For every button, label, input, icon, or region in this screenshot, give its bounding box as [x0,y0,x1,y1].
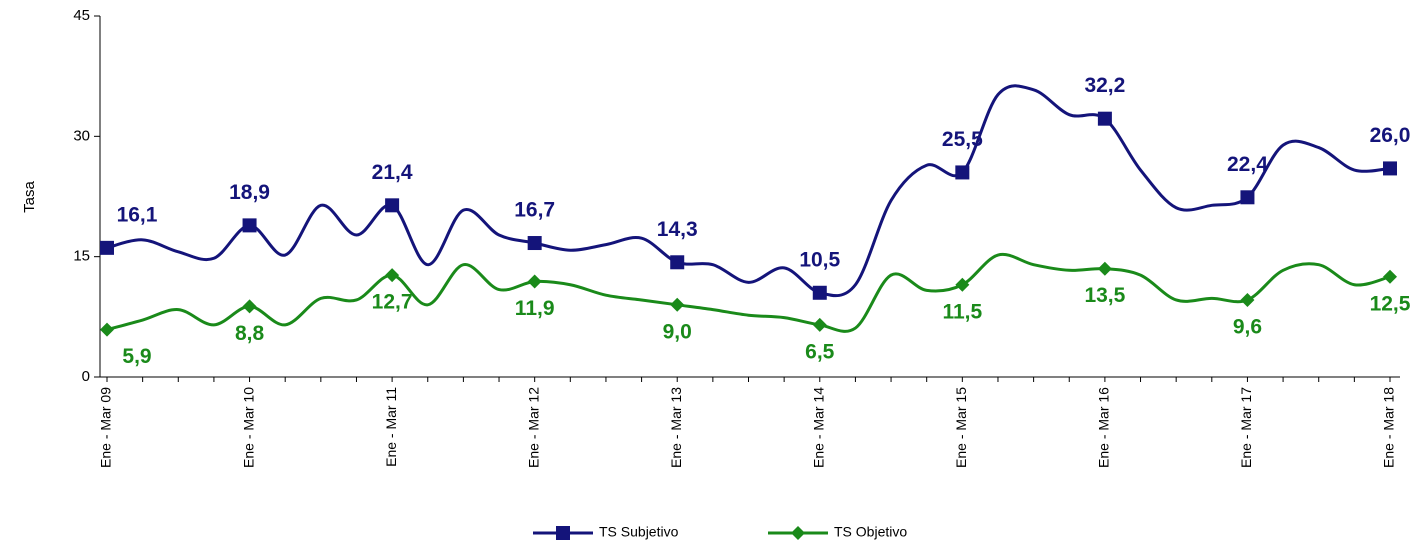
data-label: 13,5 [1084,284,1125,307]
data-point [527,236,542,251]
x-tick-label: Ene - Mar 15 [953,387,969,468]
legend-label: TS Subjetivo [599,524,679,540]
data-label: 8,8 [235,322,265,345]
data-label: 10,5 [799,248,840,271]
y-tick-label: 15 [73,248,90,265]
data-label: 26,0 [1370,124,1411,147]
legend-marker [556,526,570,540]
y-tick-label: 0 [82,368,90,385]
data-label: 11,9 [515,297,555,320]
data-label: 18,9 [229,181,270,204]
data-point [1097,111,1112,126]
x-tick-label: Ene - Mar 09 [98,387,114,468]
y-tick-label: 45 [73,7,90,24]
data-point [955,165,970,180]
data-label: 9,0 [663,320,692,343]
data-label: 11,5 [942,300,982,323]
data-label: 14,3 [657,218,698,241]
series-line [106,252,1391,333]
data-point [385,268,400,283]
data-point [670,255,685,270]
data-point [1240,292,1255,307]
data-point [242,218,257,233]
data-label: 22,4 [1227,153,1268,176]
data-label: 9,6 [1233,316,1262,339]
legend-label: TS Objetivo [834,524,907,540]
data-label: 16,1 [117,203,158,226]
data-label: 12,5 [1370,292,1411,315]
data-point [1383,269,1397,284]
data-point [100,322,114,337]
data-point [100,240,114,255]
data-label: 6,5 [805,340,835,363]
data-label: 5,9 [122,345,151,368]
x-tick-label: Ene - Mar 17 [1238,387,1254,468]
data-label: 32,2 [1084,74,1125,97]
x-tick-label: Ene - Mar 18 [1381,387,1397,468]
x-tick-label: Ene - Mar 11 [383,387,399,467]
series-line [106,84,1391,298]
x-tick-label: Ene - Mar 14 [810,387,826,468]
x-tick-label: Ene - Mar 13 [668,387,684,468]
data-point [1097,261,1112,276]
data-point [812,285,827,300]
x-tick-label: Ene - Mar 12 [525,387,541,468]
data-label: 12,7 [372,291,413,314]
y-tick-label: 30 [73,127,90,144]
data-point [1240,190,1255,205]
data-point [385,198,400,213]
data-point [1383,161,1397,176]
data-point [812,317,827,332]
y-axis-label: Tasa [21,181,38,213]
data-label: 21,4 [372,161,413,184]
x-tick-label: Ene - Mar 10 [240,387,256,468]
x-tick-label: Ene - Mar 16 [1096,387,1112,468]
data-point [670,297,685,312]
data-point [527,274,542,289]
data-point [955,277,970,292]
data-point [242,299,257,314]
data-label: 25,5 [942,128,983,151]
data-label: 16,7 [514,199,555,222]
legend-marker [791,526,805,540]
